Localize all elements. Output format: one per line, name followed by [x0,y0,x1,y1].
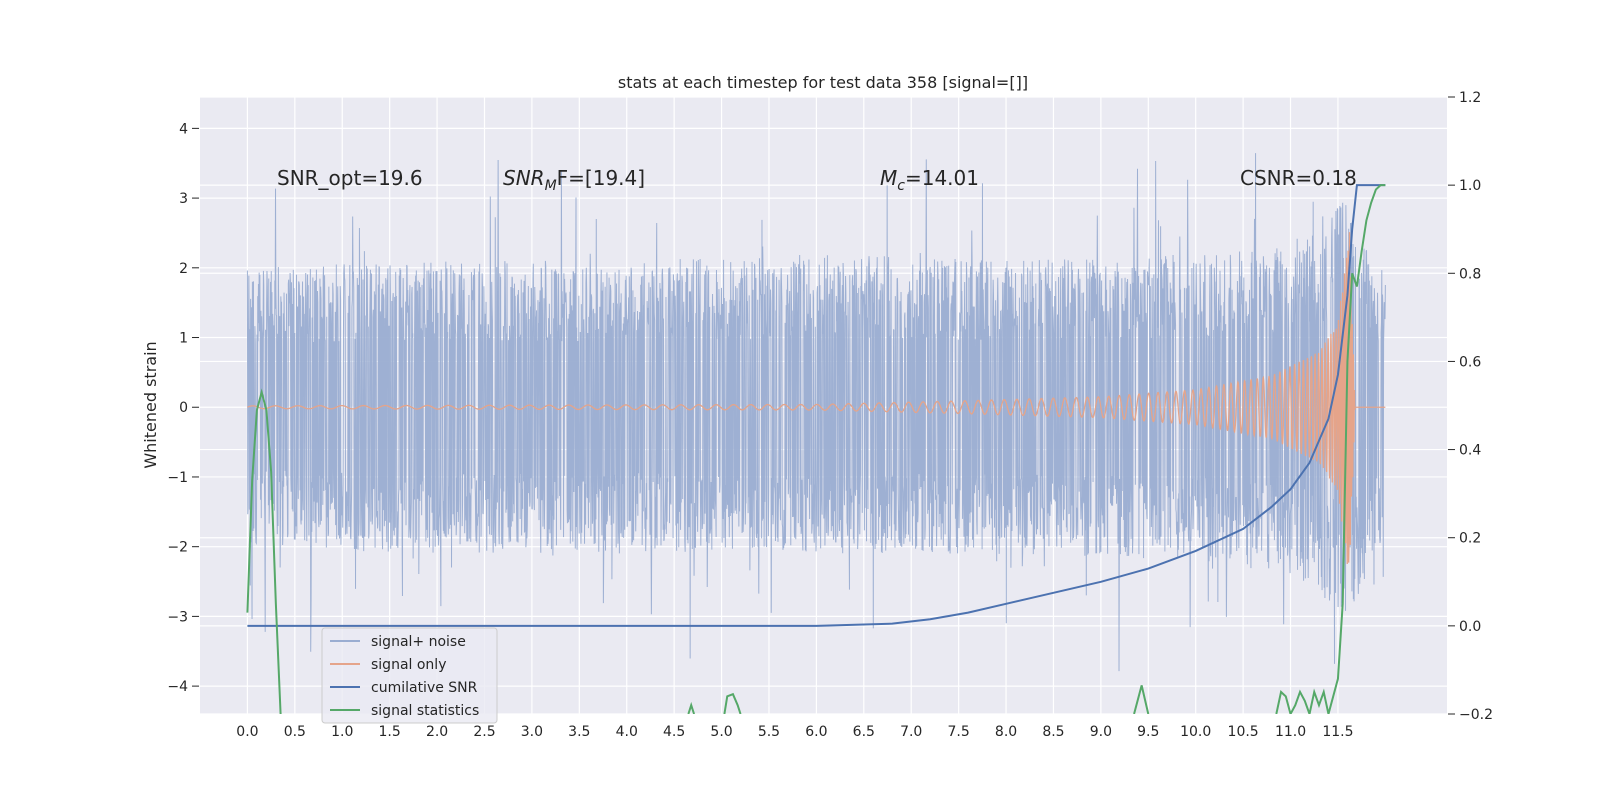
x-tick-label: 0.0 [236,724,258,740]
y2-tick-label: 1.2 [1459,90,1481,106]
y-axis-ticks: 4 3 2 1 0 −1 −2 −3 −4 [167,121,199,695]
legend: signal+ noise signal only cumilative SNR… [321,627,498,724]
y2-axis-ticks: 1.2 1.0 0.8 0.6 0.4 0.2 0.0 −0.2 [1448,90,1493,723]
series-cumulative-snr [247,184,1386,627]
y-tick-label: 4 [179,121,188,137]
y2-tick-label: 0.2 [1459,531,1481,547]
series-signal-statistics [1133,685,1150,714]
x-tick-label: 4.5 [663,724,685,740]
x-tick-label: 8.5 [1042,724,1064,740]
x-axis-ticks: 0.0 0.5 1.0 1.5 2.0 2.5 3.0 3.5 4.0 4.5 5.0 5.5 6.0 6… [236,724,1353,740]
x-tick-label: 2.0 [426,724,448,740]
x-tick-label: 9.5 [1137,724,1159,740]
x-tick-label: 4.0 [616,724,638,740]
y-tick-label: −1 [167,470,188,486]
x-tick-label: 3.0 [521,724,543,740]
annotation-snr-mf-sub: M [545,178,557,194]
y2-tick-label: 0.8 [1459,266,1481,282]
x-tick-label: 2.5 [473,724,495,740]
series-signal-statistics [246,388,282,714]
legend-label-cumulative-snr: cumilative SNR [371,680,478,696]
annotation-snr-mf-main: SNR [503,166,545,190]
x-tick-label: 11.5 [1322,724,1353,740]
annotation-mc: Mc=14.01 [880,166,979,194]
x-tick-label: 6.5 [853,724,875,740]
chart-title: stats at each timestep for test data 358… [618,73,1028,92]
x-tick-label: 3.5 [568,724,590,740]
annotation-snr-mf-rest: F=[19.4] [557,166,645,190]
y-tick-label: 1 [179,331,188,347]
y2-tick-label: 1.0 [1459,178,1481,194]
legend-label-signal-only: signal only [371,657,446,673]
annotation-mc-main: M [880,166,897,190]
x-tick-label: 6.0 [805,724,827,740]
y-tick-label: 3 [179,191,188,207]
series-signal-only [247,232,1386,564]
annotation-mc-sub: c [897,178,905,194]
y-tick-label: −4 [167,679,188,695]
legend-box [321,627,498,724]
y-axis-label: Whitened strain [141,341,160,468]
series-signal-statistics [687,701,696,714]
y-tick-label: 2 [179,261,188,277]
y-tick-label: −3 [167,609,188,625]
plot-series [246,153,1386,714]
x-tick-label: 0.5 [284,724,306,740]
legend-label-signal-noise: signal+ noise [371,634,466,650]
annotation-mc-rest: =14.01 [905,166,979,190]
y-tick-label: −2 [167,540,188,556]
series-signal-noise [246,153,1386,672]
y2-tick-label: 0.4 [1459,443,1481,459]
x-tick-label: 11.0 [1275,724,1306,740]
annotation-snr-opt: SNR_opt=19.6 [277,166,423,190]
x-tick-label: 9.0 [1090,724,1112,740]
x-tick-label: 1.0 [331,724,353,740]
x-tick-label: 7.0 [900,724,922,740]
y2-tick-label: 0.6 [1459,354,1481,370]
x-tick-label: 5.5 [758,724,780,740]
annotation-snr-mf: SNRMF=[19.4] [503,166,645,194]
y-tick-label: 0 [179,400,188,416]
x-tick-label: 5.0 [710,724,732,740]
y2-tick-label: 0.0 [1459,619,1481,635]
x-tick-label: 7.5 [947,724,969,740]
x-tick-label: 1.5 [379,724,401,740]
x-tick-label: 10.0 [1180,724,1211,740]
y2-tick-label: −0.2 [1459,707,1493,723]
legend-label-signal-statistics: signal statistics [371,703,479,719]
x-tick-label: 8.0 [995,724,1017,740]
x-tick-label: 10.5 [1228,724,1259,740]
series-signal-statistics [723,692,742,714]
series-signal-statistics [1275,184,1386,714]
annotation-csnr: CSNR=0.18 [1240,166,1357,190]
